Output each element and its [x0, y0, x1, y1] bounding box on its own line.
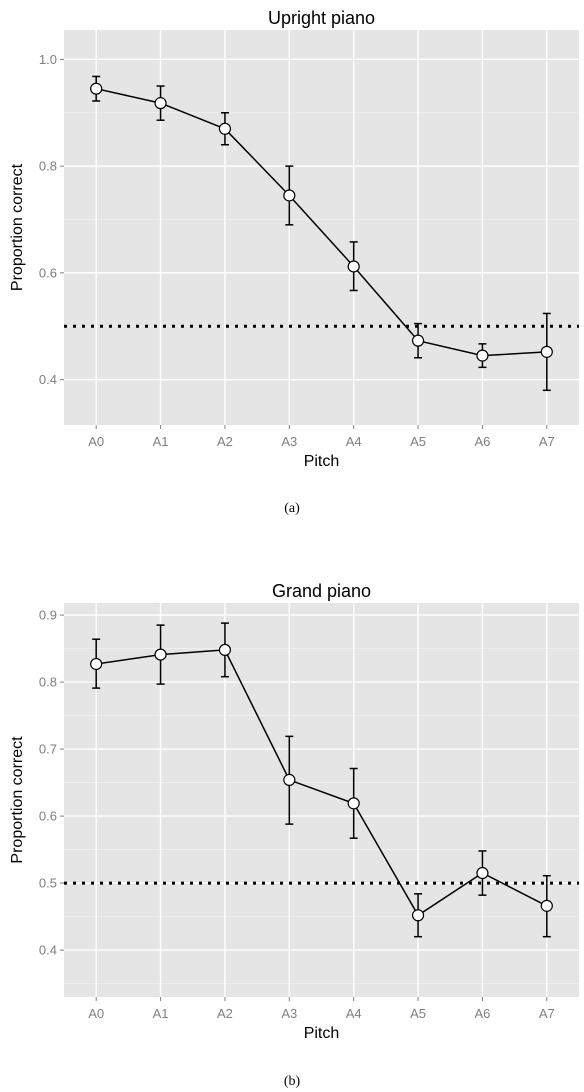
x-tick-label: A6 — [474, 1006, 490, 1021]
data-point — [411, 909, 425, 922]
data-point — [411, 334, 425, 347]
x-tick-label: A3 — [281, 1006, 297, 1021]
y-axis-title: Proportion correct — [9, 736, 26, 864]
x-axis-title: Pitch — [304, 1025, 340, 1042]
chart-panel-a: 0.4 0.6 0.8 1.0 A0 A1 A2 A3 A4 A5 A6 A7 Upright pian… — [9, 8, 579, 516]
x-tick-label: A7 — [539, 1006, 555, 1021]
x-tick-label: A2 — [217, 434, 233, 449]
x-tick-label: A4 — [346, 1006, 362, 1021]
y-tick-label: 0.6 — [39, 809, 57, 824]
x-tick-label: A1 — [153, 434, 169, 449]
data-point — [540, 899, 553, 912]
x-tick-label: A4 — [346, 434, 362, 449]
x-tick-label: A5 — [410, 1006, 426, 1021]
data-point — [154, 648, 167, 661]
y-tick-label: 0.5 — [39, 876, 57, 891]
y-tick-label: 0.8 — [39, 159, 57, 174]
y-tick-label: 0.7 — [39, 742, 57, 757]
data-point — [218, 122, 232, 135]
x-tick-label: A0 — [88, 434, 104, 449]
subfigure-caption: (a) — [284, 501, 300, 516]
x-tick-label: A2 — [217, 1006, 233, 1021]
y-tick-label: 0.4 — [39, 372, 57, 387]
y-tick-label: 0.9 — [39, 608, 57, 623]
series-line — [96, 649, 548, 917]
chart-title: Upright piano — [268, 8, 375, 28]
data-point — [347, 260, 360, 273]
x-tick-label: A1 — [153, 1006, 169, 1021]
y-axis-title: Proportion correct — [9, 163, 26, 291]
x-tick-label: A5 — [410, 434, 426, 449]
data-point — [218, 643, 232, 657]
y-tick-label: 0.8 — [39, 675, 57, 690]
x-tick-label: A3 — [281, 434, 297, 449]
y-tick-label: 0.4 — [39, 943, 57, 958]
plot-background — [64, 30, 579, 425]
plot-background — [64, 603, 579, 997]
data-point — [154, 97, 167, 110]
data-point — [90, 657, 103, 671]
x-tick-label: A0 — [88, 1006, 104, 1021]
data-point — [347, 797, 360, 810]
chart-title: Grand piano — [272, 581, 371, 601]
subfigure-caption: (b) — [284, 1074, 301, 1089]
data-point — [283, 189, 296, 202]
data-point — [476, 866, 489, 880]
series-line — [96, 87, 547, 357]
data-point — [540, 345, 553, 358]
data-point — [90, 82, 103, 95]
y-tick-label: 1.0 — [39, 52, 57, 67]
data-point — [283, 773, 296, 786]
data-point — [476, 349, 489, 362]
x-tick-label: A7 — [539, 434, 555, 449]
x-tick-label: A6 — [474, 434, 490, 449]
chart-panel-b: 0.4 0.5 0.6 0.7 0.8 0.9 A0 A1 A2 A3 A4 A5 A6 A7 Grand … — [9, 581, 579, 1089]
x-axis-title: Pitch — [304, 453, 340, 470]
y-tick-label: 0.6 — [39, 265, 57, 280]
